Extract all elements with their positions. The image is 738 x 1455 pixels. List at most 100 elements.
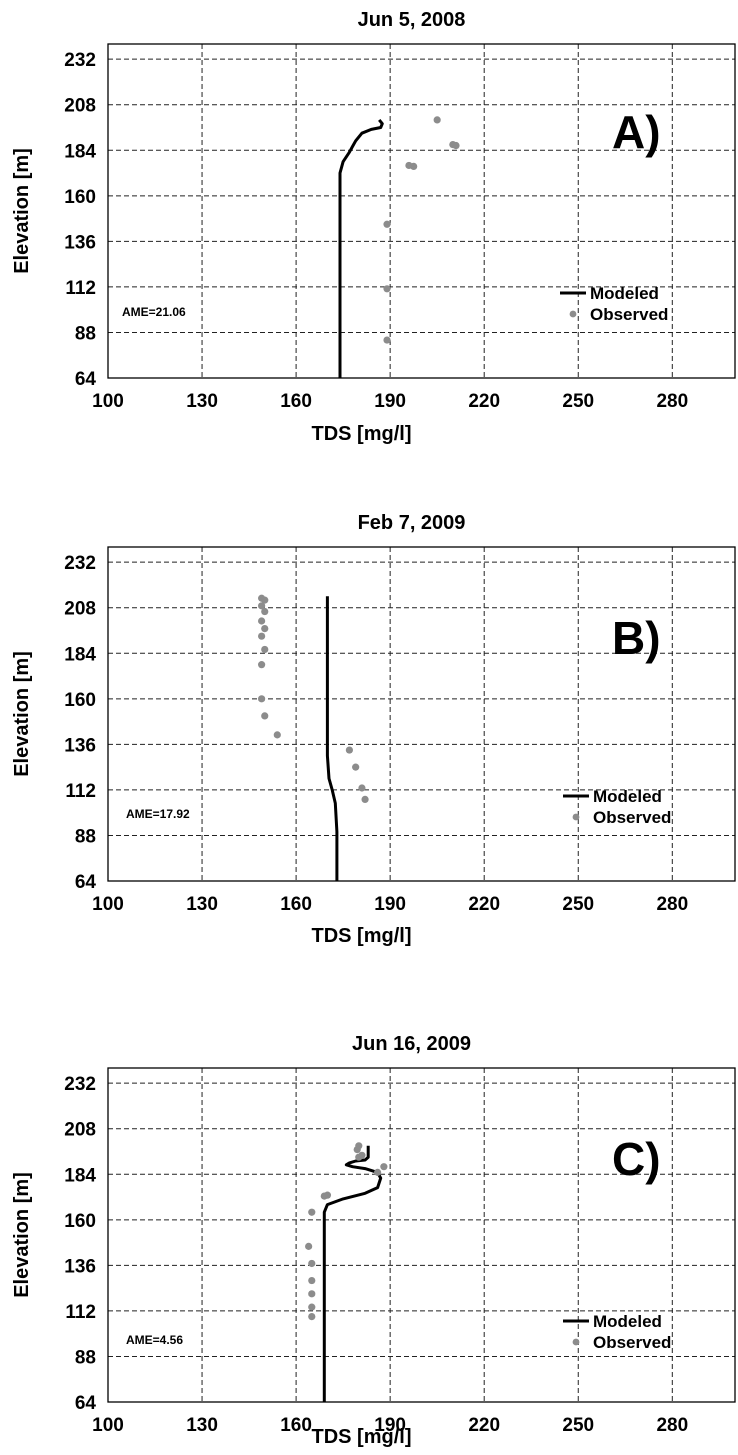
x-tick-label: 130 [186, 391, 218, 412]
y-tick-label: 136 [64, 1256, 96, 1277]
x-tick-label: 220 [468, 391, 500, 412]
chart-title: Jun 5, 2008 [358, 9, 466, 31]
x-tick-label: 190 [374, 391, 406, 412]
observed-point [308, 1259, 316, 1268]
observed-point [380, 1163, 388, 1171]
observed-point [258, 632, 266, 640]
x-tick-label: 250 [562, 1415, 594, 1436]
y-tick-label: 208 [64, 96, 96, 117]
observed-point [383, 220, 391, 228]
x-axis-title: TDS [mg/l] [312, 925, 412, 947]
x-tick-label: 220 [468, 1415, 500, 1436]
legend-observed-label: Observed [593, 808, 671, 827]
panel-label: B) [612, 612, 661, 664]
y-axis-title: Elevation [m] [11, 148, 33, 274]
observed-point [305, 1242, 313, 1250]
y-tick-label: 184 [64, 1165, 96, 1186]
y-tick-label: 88 [75, 1347, 96, 1368]
observed-point [323, 1191, 332, 1199]
panel-label: A) [612, 106, 661, 158]
legend-modeled-label: Modeled [593, 787, 662, 806]
x-tick-label: 160 [280, 894, 312, 915]
observed-point [261, 596, 269, 604]
legend-observed-swatch [572, 1338, 580, 1346]
plot-area [107, 546, 736, 882]
x-tick-label: 130 [186, 1415, 218, 1436]
legend-modeled-label: Modeled [590, 284, 659, 303]
x-tick-label: 160 [280, 391, 312, 412]
observed-point [358, 784, 366, 792]
observed-point [352, 763, 360, 771]
y-tick-label: 112 [65, 1302, 96, 1323]
legend-observed-label: Observed [593, 1333, 671, 1352]
modeled-line [322, 1145, 383, 1402]
observed-point [258, 661, 266, 669]
observed-point [261, 712, 269, 720]
legend-observed-swatch [569, 310, 577, 318]
x-tick-label: 280 [656, 894, 688, 915]
observed-point [433, 116, 441, 124]
y-tick-label: 184 [64, 644, 96, 665]
observed-point [258, 695, 266, 703]
x-tick-label: 100 [92, 894, 124, 915]
x-tick-label: 190 [374, 1415, 406, 1436]
plot-area [107, 43, 736, 379]
chart-panel-3: Jun 16, 2009 100 130 160 190 220 250 280 64 88 112… [11, 1033, 736, 1448]
y-tick-label: 88 [75, 323, 96, 344]
legend: Modeled Observed [563, 787, 671, 827]
y-tick-label: 232 [64, 553, 96, 574]
y-tick-label: 232 [64, 1074, 96, 1095]
legend: Modeled Observed [563, 1312, 671, 1352]
y-tick-label: 88 [75, 826, 96, 847]
chart-title: Jun 16, 2009 [352, 1033, 471, 1055]
plot-area [107, 1067, 736, 1403]
x-tick-label: 160 [280, 1415, 312, 1436]
modeled-line [338, 118, 384, 378]
observed-point [358, 1151, 366, 1159]
observed-point [308, 1303, 316, 1311]
legend-observed-swatch [572, 813, 580, 821]
y-tick-label: 160 [64, 690, 96, 711]
x-axis-title: TDS [mg/l] [312, 423, 412, 445]
ame-annotation: AME=21.06 [122, 305, 186, 319]
y-tick-label: 112 [65, 781, 96, 802]
legend-modeled-label: Modeled [593, 1312, 662, 1331]
observed-point [261, 607, 269, 616]
x-tick-label: 250 [562, 894, 594, 915]
y-tick-label: 64 [75, 369, 97, 390]
observed-point [383, 285, 391, 293]
observed-point [308, 1208, 316, 1216]
x-tick-label: 130 [186, 894, 218, 915]
chart-title: Feb 7, 2009 [358, 512, 466, 534]
x-tick-label: 100 [92, 391, 124, 412]
observed-point [273, 731, 281, 739]
y-tick-label: 136 [64, 232, 96, 253]
y-tick-label: 160 [64, 187, 96, 208]
legend: Modeled Observed [560, 284, 668, 324]
observed-point [308, 1276, 316, 1285]
observed-point [261, 625, 269, 633]
y-tick-label: 232 [64, 50, 96, 71]
x-tick-label: 220 [468, 894, 500, 915]
modeled-line [325, 596, 339, 881]
ame-annotation: AME=4.56 [126, 1333, 183, 1347]
y-axis-title: Elevation [m] [11, 1172, 33, 1298]
x-axis-title: TDS [mg/l] [312, 1426, 412, 1448]
y-tick-label: 64 [75, 1393, 97, 1414]
y-tick-label: 208 [64, 599, 96, 620]
observed-point [308, 1313, 316, 1321]
x-tick-label: 280 [656, 391, 688, 412]
y-tick-label: 160 [64, 1211, 96, 1232]
observed-point [374, 1168, 382, 1176]
ame-annotation: AME=17.92 [126, 807, 190, 821]
y-tick-label: 208 [64, 1120, 96, 1141]
x-tick-label: 250 [562, 391, 594, 412]
legend-observed-label: Observed [590, 305, 668, 324]
observed-point [258, 617, 266, 625]
observed-point [308, 1290, 316, 1298]
observed-point [361, 795, 369, 803]
observed-point [410, 162, 418, 171]
observed-point [383, 336, 391, 344]
